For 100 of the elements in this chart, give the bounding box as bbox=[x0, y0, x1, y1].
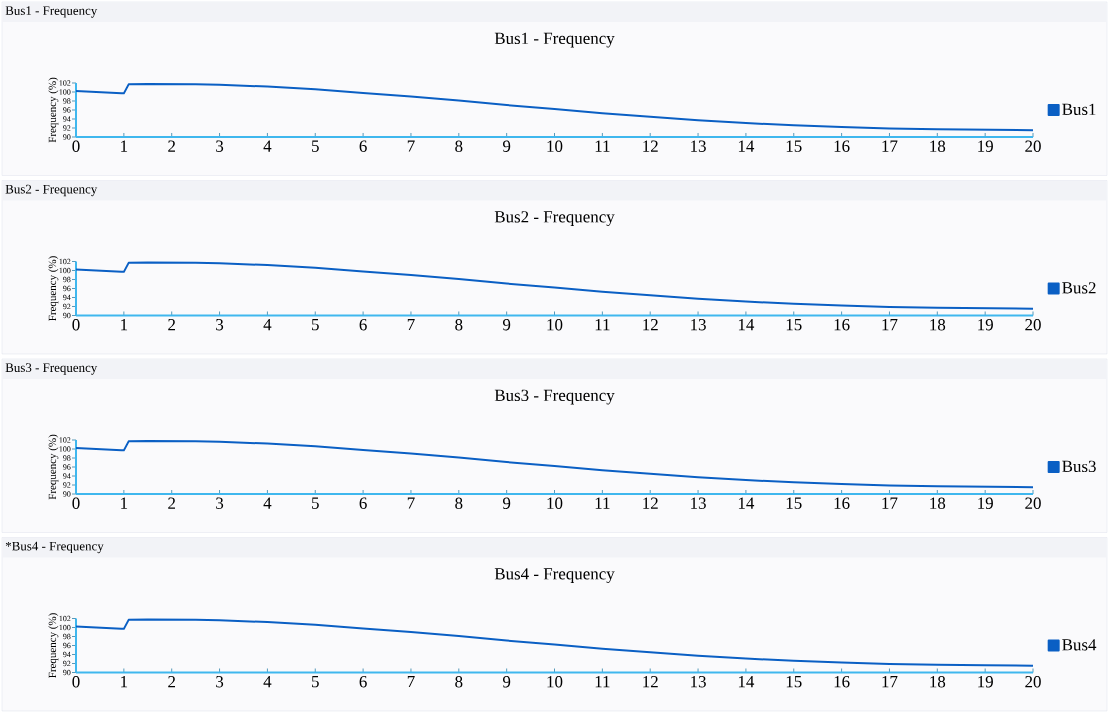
x-tick-label: 9 bbox=[502, 140, 511, 152]
text: Bus3 - Frequency bbox=[5, 363, 98, 375]
x-tick-label: 15 bbox=[786, 676, 802, 688]
x-tick-label: 8 bbox=[455, 319, 463, 331]
x-tick-label: 2 bbox=[168, 140, 176, 152]
x-tick-label: 18 bbox=[930, 497, 946, 509]
x-tick-label: 4 bbox=[263, 497, 272, 509]
x-tick-label: 1 bbox=[121, 319, 128, 331]
x-tick-label: 13 bbox=[691, 676, 706, 688]
x-tick-label: 13 bbox=[691, 140, 706, 152]
x-tick-label: 10 bbox=[547, 140, 563, 152]
x-tick-label: 4 bbox=[263, 319, 272, 331]
legend-label: Bus2 bbox=[1062, 282, 1096, 294]
x-tick-label: 11 bbox=[595, 676, 610, 688]
x-tick-label: 11 bbox=[595, 497, 610, 509]
x-tick-label: 15 bbox=[786, 497, 802, 509]
x-tick-label: 20 bbox=[1025, 319, 1041, 331]
x-tick-label: 14 bbox=[738, 676, 755, 688]
x-tick-label: 11 bbox=[595, 140, 610, 152]
x-tick-label: 6 bbox=[359, 497, 367, 509]
x-tick-label: 19 bbox=[978, 497, 993, 509]
x-tick-label: 0 bbox=[72, 676, 80, 688]
x-tick-label: 18 bbox=[930, 676, 946, 688]
text: Bus2 - Frequency bbox=[5, 184, 98, 197]
chart-title: Bus1 - Frequency bbox=[494, 32, 615, 48]
x-tick-label: 1 bbox=[121, 140, 128, 152]
x-tick-label: 4 bbox=[263, 676, 272, 688]
x-tick-label: 17 bbox=[882, 497, 898, 509]
x-tick-label: 5 bbox=[312, 676, 319, 688]
x-tick-label: 15 bbox=[786, 140, 802, 152]
x-tick-label: 16 bbox=[834, 497, 850, 509]
x-tick-label: 8 bbox=[455, 497, 463, 509]
y-axis-title: Frequency (%) bbox=[48, 613, 59, 678]
x-tick-label: 17 bbox=[882, 319, 898, 331]
x-tick-label: 5 bbox=[312, 319, 319, 331]
x-tick-label: 5 bbox=[312, 497, 319, 509]
x-tick-label: 8 bbox=[455, 676, 463, 688]
x-tick-label: 5 bbox=[312, 140, 319, 152]
x-tick-label: 12 bbox=[643, 676, 658, 688]
legend-label: Bus1 bbox=[1062, 103, 1096, 116]
x-tick-label: 11 bbox=[595, 319, 610, 331]
x-tick-label: 14 bbox=[738, 319, 755, 331]
x-tick-label: 9 bbox=[502, 319, 511, 331]
x-tick-label: 1 bbox=[121, 497, 128, 509]
x-tick-label: 14 bbox=[738, 497, 755, 509]
x-tick-label: 6 bbox=[359, 676, 367, 688]
x-tick-label: 8 bbox=[455, 140, 463, 152]
x-tick-label: 19 bbox=[978, 140, 993, 152]
x-tick-label: 7 bbox=[407, 319, 415, 331]
chart-title: Bus3 - Frequency bbox=[494, 389, 615, 405]
x-tick-label: 7 bbox=[407, 140, 415, 152]
x-tick-label: 0 bbox=[72, 497, 80, 509]
line-series bbox=[75, 618, 1035, 667]
x-tick-label: 14 bbox=[738, 140, 755, 152]
x-tick-label: 2 bbox=[168, 319, 176, 331]
x-tick-label: 3 bbox=[216, 140, 224, 152]
x-tick-label: 20 bbox=[1025, 497, 1041, 509]
x-tick-label: 3 bbox=[216, 676, 224, 688]
x-tick-label: 19 bbox=[978, 676, 993, 688]
x-tick-label: 0 bbox=[72, 140, 80, 152]
x-tick-label: 3 bbox=[216, 497, 224, 509]
x-tick-label: 4 bbox=[263, 140, 272, 152]
legend-label: Bus4 bbox=[1062, 639, 1097, 651]
y-axis-title: Frequency (%) bbox=[48, 434, 59, 500]
x-tick-label: 3 bbox=[216, 319, 224, 331]
x-tick-label: 0 bbox=[72, 319, 80, 331]
x-tick-label: 12 bbox=[643, 140, 658, 152]
x-tick-label: 20 bbox=[1025, 140, 1041, 152]
x-tick-label: 10 bbox=[547, 676, 563, 688]
x-tick-label: 18 bbox=[930, 319, 946, 331]
x-tick-label: 1 bbox=[121, 676, 128, 688]
text: Bus1 - Frequency bbox=[5, 6, 98, 18]
x-tick-label: 16 bbox=[834, 140, 850, 152]
x-tick-label: 12 bbox=[643, 319, 658, 331]
x-tick-label: 2 bbox=[168, 676, 176, 688]
text: *Bus4 - Frequency bbox=[5, 541, 104, 554]
x-tick-label: 20 bbox=[1025, 676, 1041, 688]
chart-title: Bus2 - Frequency bbox=[494, 211, 615, 226]
x-tick-label: 18 bbox=[930, 140, 946, 152]
y-axis-title: Frequency (%) bbox=[48, 256, 59, 321]
x-tick-label: 15 bbox=[786, 319, 802, 331]
x-tick-label: 2 bbox=[168, 497, 176, 509]
x-tick-label: 16 bbox=[834, 676, 850, 688]
x-tick-label: 9 bbox=[502, 497, 511, 509]
x-tick-label: 17 bbox=[882, 676, 898, 688]
x-tick-label: 13 bbox=[691, 319, 706, 331]
x-tick-label: 12 bbox=[643, 497, 658, 509]
x-tick-label: 9 bbox=[502, 676, 511, 688]
x-tick-label: 17 bbox=[882, 140, 898, 152]
x-tick-label: 10 bbox=[547, 497, 563, 509]
x-tick-label: 7 bbox=[407, 497, 415, 509]
chart-title: Bus4 - Frequency bbox=[494, 568, 615, 583]
x-tick-label: 6 bbox=[359, 319, 367, 331]
x-tick-label: 19 bbox=[978, 319, 993, 331]
x-tick-label: 16 bbox=[834, 319, 850, 331]
y-axis-title: Frequency (%) bbox=[48, 77, 59, 143]
x-tick-label: 13 bbox=[691, 497, 706, 509]
x-tick-label: 6 bbox=[359, 140, 367, 152]
legend-label: Bus3 bbox=[1062, 460, 1096, 473]
x-tick-label: 10 bbox=[547, 319, 563, 331]
